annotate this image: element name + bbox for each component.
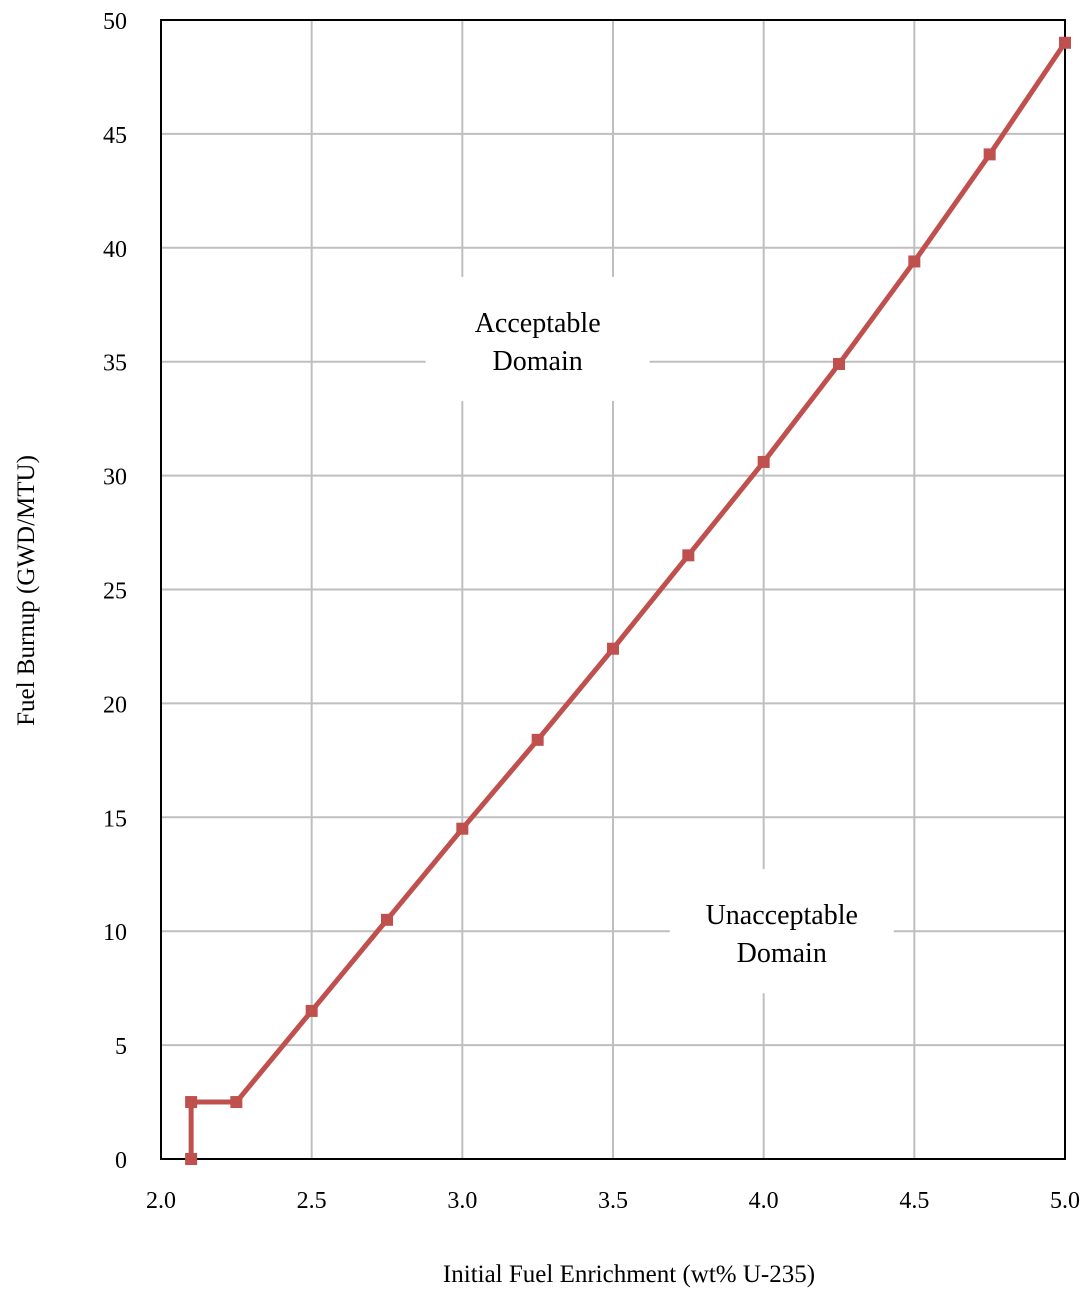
data-point [607,642,619,655]
x-tick-label: 3.0 [447,1188,477,1214]
annotation-backdrop [425,276,650,401]
y-tick-label: 30 [103,465,127,491]
annotation-text: Domain [737,938,827,969]
data-point [1059,36,1071,49]
x-tick-label: 4.5 [899,1188,929,1214]
y-axis-ticks: 0 5 10 15 20 25 30 35 40 45 50 [103,9,127,1174]
annotations: Acceptable Domain Unacceptable Domain [425,276,894,994]
annotation-backdrop [669,869,894,994]
y-tick-label: 25 [103,579,127,605]
annotation-text: Domain [493,346,583,377]
data-point [833,357,845,370]
data-point [230,1096,243,1109]
plot-area-frame [160,19,1066,1160]
series [185,36,1071,1165]
grid-lines [160,19,1066,1160]
x-tick-label: 4.0 [749,1188,779,1214]
data-point [381,913,393,926]
y-tick-label: 5 [115,1034,127,1060]
x-axis-title: Initial Fuel Enrichment (wt% U-235) [443,1261,815,1288]
data-point [531,733,544,746]
data-point [185,1153,198,1165]
x-tick-label: 2.0 [146,1188,176,1214]
data-point [305,1004,318,1017]
y-tick-label: 35 [103,351,127,377]
y-tick-label: 15 [103,806,127,832]
series-layer [185,36,1071,1165]
annotation-text: Acceptable [475,308,601,339]
data-point [983,148,996,161]
data-point [456,822,469,835]
series-line [188,41,1068,1159]
data-point [908,255,921,268]
y-tick-label: 40 [103,237,127,263]
annotation-text: Unacceptable [706,900,858,931]
y-tick-label: 45 [103,123,127,149]
y-tick-label: 50 [103,9,127,35]
data-point [682,549,695,562]
x-tick-label: 2.5 [297,1188,327,1214]
x-tick-label: 5.0 [1050,1188,1080,1214]
data-point [185,1096,198,1109]
y-tick-label: 10 [103,920,127,946]
x-tick-label: 3.5 [598,1188,628,1214]
y-tick-label: 20 [103,692,127,718]
y-axis-title: Fuel Burnup (GWD/MTU) [13,455,40,726]
data-point [757,455,770,468]
x-axis-ticks: 2.0 2.5 3.0 3.5 4.0 4.5 5.0 [146,1188,1080,1214]
y-tick-label: 0 [115,1148,127,1174]
